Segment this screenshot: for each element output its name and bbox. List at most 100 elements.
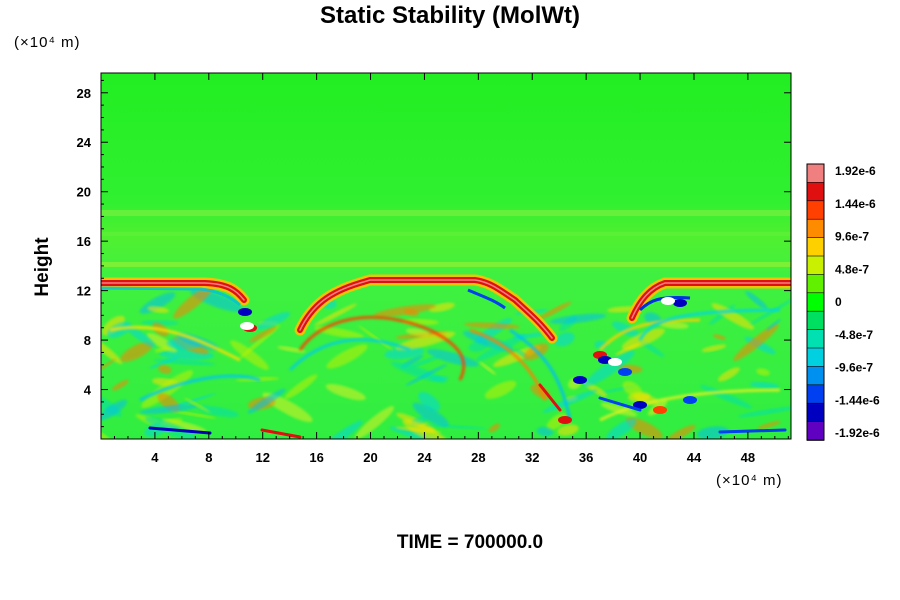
field-blob — [314, 326, 364, 339]
field-blob — [230, 340, 269, 370]
field-blob — [766, 319, 781, 331]
field-blob — [184, 397, 211, 413]
field-blob — [120, 341, 154, 362]
field-blob — [537, 301, 572, 320]
eddy — [633, 401, 647, 409]
colorbar-swatch — [806, 366, 825, 386]
field-blob — [412, 402, 449, 427]
field-blob — [318, 420, 363, 439]
colorbar-frame — [806, 163, 825, 441]
field-blob — [262, 392, 313, 423]
field-blob — [479, 361, 497, 375]
filament — [288, 338, 411, 372]
filament — [599, 388, 781, 422]
field-blob — [666, 424, 696, 439]
eddy — [238, 308, 252, 316]
field-blob — [101, 336, 123, 365]
field-blob — [464, 322, 520, 329]
y-tick-label: 4 — [84, 383, 92, 398]
colorbar-swatch — [806, 182, 825, 202]
field-blob — [389, 426, 446, 439]
colorbar-swatch — [806, 255, 825, 276]
x-tick-label: 32 — [525, 450, 539, 465]
colorbar-label: 1.44e-6 — [835, 197, 876, 211]
y-tick-label: 8 — [84, 333, 91, 348]
upper-layer-3 — [101, 262, 791, 267]
field-blob — [583, 350, 635, 388]
field-blob — [395, 426, 442, 434]
streak — [260, 428, 302, 439]
x-tick-label: 8 — [205, 450, 212, 465]
field-blob — [426, 349, 479, 367]
field-blob — [101, 399, 128, 421]
field-blob — [699, 384, 753, 409]
colorbar-label: 1.92e-6 — [835, 164, 876, 178]
eddy — [558, 416, 572, 424]
chart-title: Static Stability (MolWt) — [320, 2, 580, 29]
field-blob — [536, 426, 554, 437]
field-blob — [557, 424, 579, 436]
field-blob — [197, 405, 239, 418]
field-blob — [622, 381, 643, 397]
field-blob — [158, 364, 172, 374]
filament — [109, 325, 241, 362]
x-tick-label: 48 — [741, 450, 755, 465]
field-blob — [111, 379, 129, 391]
field-blob — [737, 406, 791, 418]
x-tick-label: 20 — [363, 450, 377, 465]
eddy — [653, 406, 667, 414]
field-blob — [124, 324, 156, 348]
colorbar-label: -1.44e-6 — [835, 393, 880, 407]
x-tick-label: 12 — [255, 450, 269, 465]
field-blob — [475, 333, 527, 362]
x-axis-unit: (×10⁴ m) — [716, 472, 783, 489]
colorbar: 1.92e-6 1.44e-6 9.6e-7 4.8e-7 0 -4.8e-7 -9.6e-… — [806, 163, 880, 441]
field-blob — [611, 321, 640, 338]
field-blob — [147, 306, 169, 313]
field-blob — [284, 374, 318, 400]
x-axis-ticks: 4 8 12 16 20 24 28 32 36 40 44 48 — [113, 73, 789, 465]
field-blob — [249, 326, 277, 343]
colorbar-swatch — [806, 329, 825, 349]
filament — [469, 328, 547, 401]
colorbar-swatch — [806, 163, 825, 184]
filament — [298, 315, 466, 381]
colorbar-swatch — [806, 274, 825, 294]
colorbar-swatch — [806, 421, 825, 441]
field-blob — [405, 364, 448, 386]
field-blob — [745, 291, 768, 310]
eddy — [573, 376, 587, 384]
y-tick-label: 12 — [77, 284, 91, 299]
field-blob — [141, 320, 179, 326]
field-blob — [314, 303, 357, 326]
stable-band-peak — [101, 279, 791, 339]
field-blob — [247, 388, 286, 414]
upper-layer-2 — [101, 232, 791, 236]
field-blob — [428, 302, 455, 312]
field-blob — [621, 328, 665, 350]
field-blob — [358, 325, 394, 351]
field-blob — [606, 418, 637, 439]
field-blob — [717, 367, 740, 382]
field-blob — [713, 334, 726, 340]
field-blob — [600, 402, 638, 417]
field-blob — [733, 323, 779, 362]
colorbar-label: 0 — [835, 295, 842, 309]
y-tick-label: 20 — [77, 185, 91, 200]
colorbar-label: -4.8e-7 — [835, 328, 873, 342]
field-blob — [373, 304, 436, 317]
field-blob — [409, 355, 440, 368]
eddy — [240, 322, 254, 330]
x-tick-label: 28 — [471, 450, 485, 465]
field-blob — [697, 426, 729, 439]
eddy — [618, 368, 632, 376]
y-tick-label: 28 — [77, 86, 91, 101]
x-tick-label: 40 — [633, 450, 647, 465]
x-tick-label: 44 — [687, 450, 702, 465]
filament — [509, 328, 572, 421]
y-axis-ticks: 4 8 12 16 20 24 28 — [77, 79, 791, 428]
field-blob — [355, 406, 395, 439]
colorbar-swatch — [806, 200, 825, 221]
field-blob — [173, 285, 214, 319]
